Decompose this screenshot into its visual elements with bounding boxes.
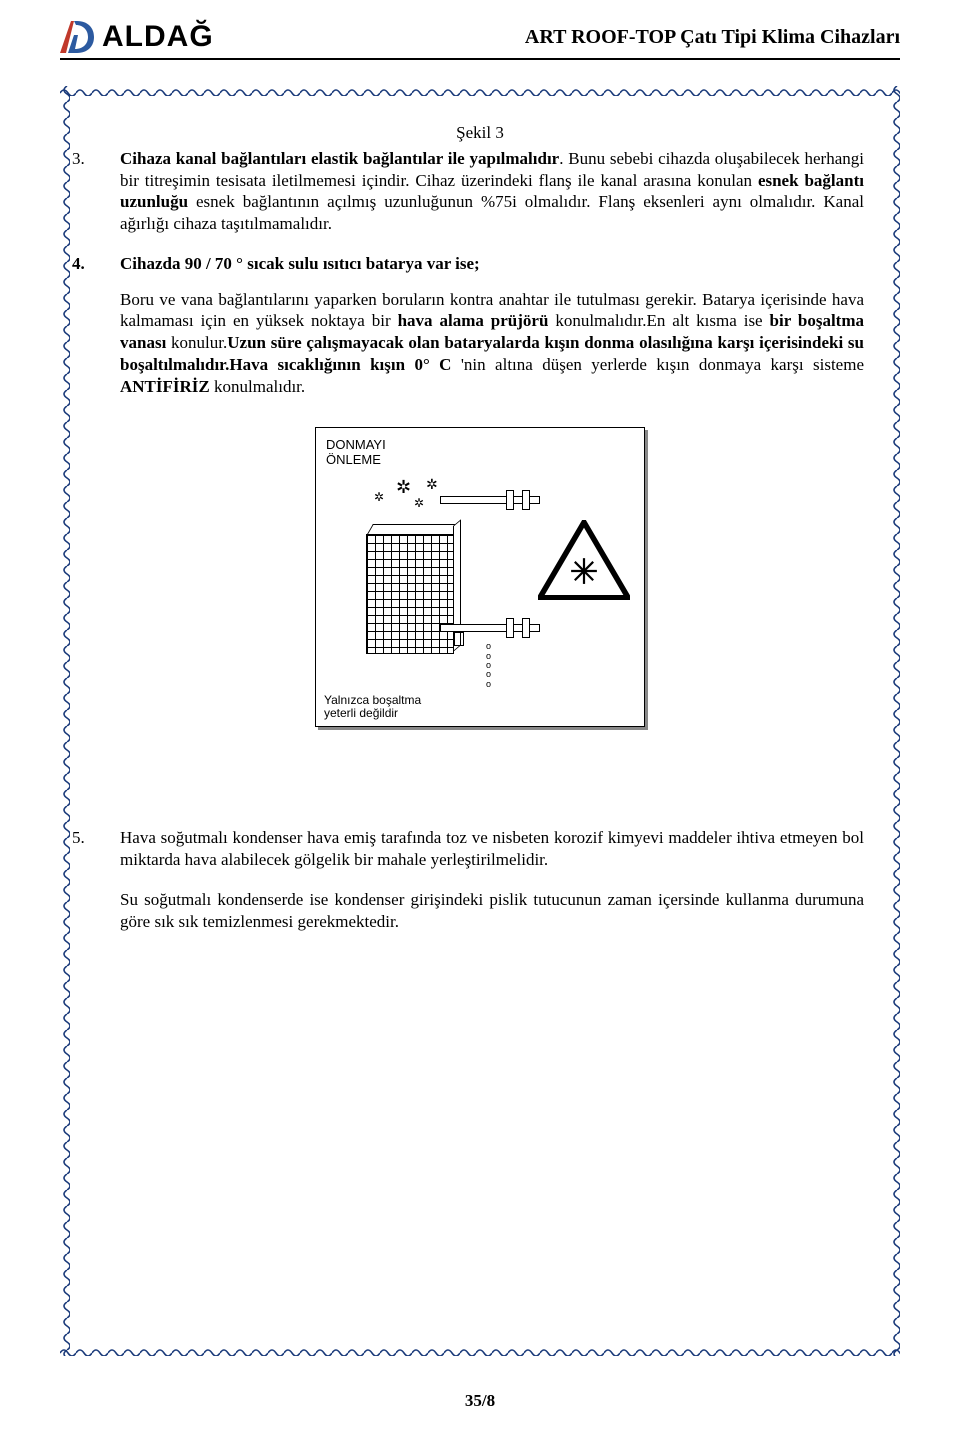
diagram-stage: ✲ ✲ ✲ ✲ ooooo xyxy=(326,474,634,704)
logo-icon xyxy=(60,21,96,53)
flange-icon xyxy=(506,618,514,638)
snowflake-icon: ✲ xyxy=(396,476,411,499)
item-5-p2: Su soğutmalı kondenserde ise kondenser g… xyxy=(96,889,864,933)
item-5-p1: 5.Hava soğutmalı kondenser hava emiş tar… xyxy=(96,827,864,871)
snowflake-icon: ✲ xyxy=(374,490,384,505)
item-4-heading: 4.Cihazda 90 / 70 ° sıcak sulu ısıtıcı b… xyxy=(96,253,864,275)
content-frame: Şekil 3 3.Cihaza kanal bağlantıları elas… xyxy=(60,86,900,1373)
warning-triangle-icon xyxy=(538,520,630,600)
i4-h: 'nin altına düşen yerlerde kışın donmaya… xyxy=(451,355,864,374)
item-3-t2: esnek bağlantının açılmış uzunluğunun %7… xyxy=(120,192,864,233)
item-3: 3.Cihaza kanal bağlantıları elastik bağl… xyxy=(96,148,864,235)
i4-i: ANTİFİRİZ xyxy=(120,377,210,396)
snowflake-icon: ✲ xyxy=(414,496,424,511)
diagram-title: DONMAYI ÖNLEME xyxy=(326,438,634,468)
i4-e: konulur. xyxy=(166,333,227,352)
item-5-num: 5. xyxy=(96,827,120,849)
i4-g: Hava sıcaklığının kışın 0° C xyxy=(229,355,451,374)
flange-icon xyxy=(522,618,530,638)
flange-icon xyxy=(522,490,530,510)
item-5-t2: Su soğutmalı kondenserde ise kondenser g… xyxy=(120,890,864,931)
diagram-caption: Yalnızca boşaltma yeterli değildir xyxy=(324,694,421,720)
drip-icon: ooooo xyxy=(486,642,491,689)
content-body: Şekil 3 3.Cihaza kanal bağlantıları elas… xyxy=(96,122,864,932)
logo: ALDAĞ xyxy=(60,20,214,54)
flange-icon xyxy=(506,490,514,510)
diagram-title-2: ÖNLEME xyxy=(326,452,381,467)
item-4-body: Boru ve vana bağlantılarını yaparken bor… xyxy=(96,289,864,398)
diagram: DONMAYI ÖNLEME ✲ ✲ ✲ ✲ xyxy=(96,427,864,727)
page-header: ALDAĞ ART ROOF-TOP Çatı Tipi Klima Cihaz… xyxy=(60,20,900,60)
item-3-num: 3. xyxy=(96,148,120,170)
i4-j: konulmalıdır. xyxy=(210,377,305,396)
coil-icon xyxy=(340,534,460,664)
snowflake-icon: ✲ xyxy=(426,476,438,494)
logo-text: ALDAĞ xyxy=(102,20,214,54)
i4-b: hava alama prüjörü xyxy=(398,311,549,330)
diagram-box: DONMAYI ÖNLEME ✲ ✲ ✲ ✲ xyxy=(315,427,645,727)
drain-valve-icon xyxy=(454,632,464,646)
diagram-title-1: DONMAYI xyxy=(326,437,386,452)
page-number: 35/8 xyxy=(0,1391,960,1411)
item-4-num: 4. xyxy=(96,253,120,275)
diagram-cap-2: yeterli değildir xyxy=(324,706,398,720)
figure-label: Şekil 3 xyxy=(96,122,864,144)
item-3-lead: Cihaza kanal bağlantıları elastik bağlan… xyxy=(120,149,559,168)
diagram-cap-1: Yalnızca boşaltma xyxy=(324,693,421,707)
item-5-t1: Hava soğutmalı kondenser hava emiş taraf… xyxy=(120,828,864,869)
header-title: ART ROOF-TOP Çatı Tipi Klima Cihazları xyxy=(525,26,900,49)
i4-c: konulmalıdır.En alt kısma ise xyxy=(548,311,769,330)
item-4-heading-text: Cihazda 90 / 70 ° sıcak sulu ısıtıcı bat… xyxy=(120,254,480,273)
